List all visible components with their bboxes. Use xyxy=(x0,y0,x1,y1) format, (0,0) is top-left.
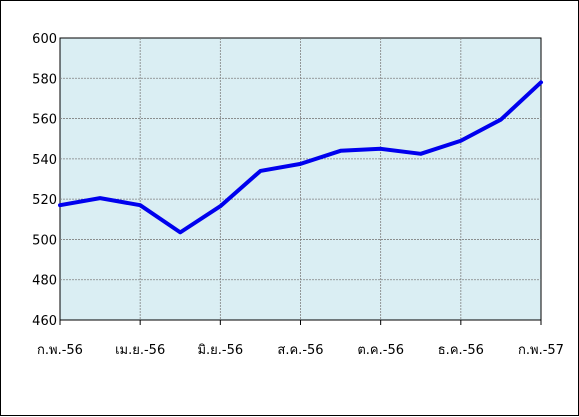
y-tick-label: 580 xyxy=(32,72,57,87)
x-tick-label: ก.พ.-56 xyxy=(37,343,83,358)
y-tick-label: 540 xyxy=(32,153,57,168)
x-tick-label: ต.ค.-56 xyxy=(357,343,404,358)
x-tick-label: มิ.ย.-56 xyxy=(197,343,243,358)
y-tick-label: 560 xyxy=(32,113,57,128)
y-tick-label: 480 xyxy=(32,274,57,289)
x-tick-label: ส.ค.-56 xyxy=(277,343,323,358)
y-tick-label: 520 xyxy=(32,193,57,208)
series-layer xyxy=(58,80,543,235)
x-tick-label: ก.พ.-57 xyxy=(518,343,564,358)
x-axis-ticks: ก.พ.-56 เม.ย.-56 มิ.ย.-56 ส.ค.-56 ต.ค.-56 ธ.ค… xyxy=(37,320,564,358)
y-tick-label: 460 xyxy=(32,314,57,329)
y-tick-label: 600 xyxy=(32,32,57,47)
y-axis-ticks: 460 480 500 520 540 560 580 600 xyxy=(32,32,57,329)
series-line xyxy=(58,80,543,235)
x-tick-label: ธ.ค.-56 xyxy=(438,343,484,358)
gridlines xyxy=(60,38,541,320)
x-tick-label: เม.ย.-56 xyxy=(115,343,165,358)
y-tick-label: 500 xyxy=(32,233,57,248)
